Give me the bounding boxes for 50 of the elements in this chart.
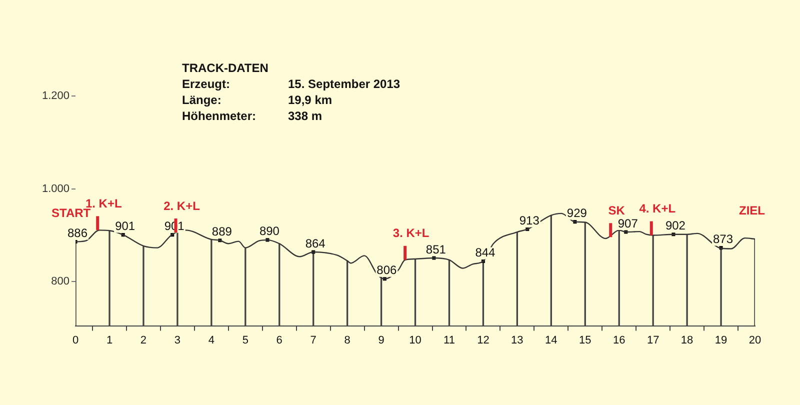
x-tick-label: 7 (310, 334, 316, 346)
x-tick-label: 11 (444, 334, 455, 346)
x-tick-label: 0 (72, 334, 79, 346)
data-label: 889 (212, 224, 232, 239)
annotation: Höhenmeter: (182, 108, 258, 124)
annotation: 19,9 km (288, 92, 332, 108)
data-label: 886 (68, 226, 88, 240)
text: Erzeugt: (182, 76, 231, 92)
y-tick-label: 800 (51, 276, 70, 288)
data-label: 864 (305, 236, 326, 250)
x-tick-label: 20 (748, 334, 762, 346)
annotation: ZIEL (739, 203, 765, 218)
annotation: START (52, 206, 92, 220)
data-label: 851 (426, 242, 446, 256)
y-tick-label: 1.200 (42, 90, 70, 102)
data-label: 913 (519, 214, 540, 228)
data-label: 890 (259, 224, 280, 238)
data-label: 907 (618, 216, 638, 230)
x-tick-label: 18 (680, 334, 694, 346)
x-tick-label: 17 (646, 334, 660, 346)
x-tick-label: 4 (208, 334, 214, 346)
x-tick-label: 16 (612, 334, 626, 346)
y-tick-label: 1.000 (42, 182, 70, 195)
data-label: 929 (566, 206, 588, 220)
x-tick-label: 6 (276, 334, 282, 346)
x-tick-label: 8 (344, 334, 350, 346)
x-tick-label: 19 (714, 334, 728, 346)
annotation: 338 m (288, 108, 322, 124)
data-label: 806 (376, 263, 398, 278)
x-tick-label: 15 (579, 334, 592, 346)
x-tick-label: 10 (409, 334, 422, 346)
annotation: SK (608, 203, 626, 218)
x-tick-label: 9 (378, 334, 384, 346)
annotation: 4. K+L (639, 202, 676, 216)
annotation: 3. K+L (392, 226, 430, 240)
x-tick-label: 3 (174, 334, 181, 346)
text: TRACK-DATEN (182, 60, 270, 76)
annotation: Länge: (182, 92, 222, 108)
x-tick-label: 2 (140, 334, 147, 346)
x-tick-label: 5 (242, 334, 248, 346)
annotation: 2. K+L (164, 198, 200, 213)
data-label: 873 (713, 232, 734, 246)
data-label: 902 (665, 218, 686, 233)
data-label: 901 (115, 219, 136, 234)
x-tick-label: 14 (545, 334, 558, 346)
text: 15. September 2013 (288, 76, 400, 92)
x-tick-label: 12 (477, 334, 490, 346)
data-label: 844 (475, 246, 496, 260)
x-tick-label: 1 (106, 334, 113, 346)
x-tick-label: 13 (511, 334, 524, 346)
